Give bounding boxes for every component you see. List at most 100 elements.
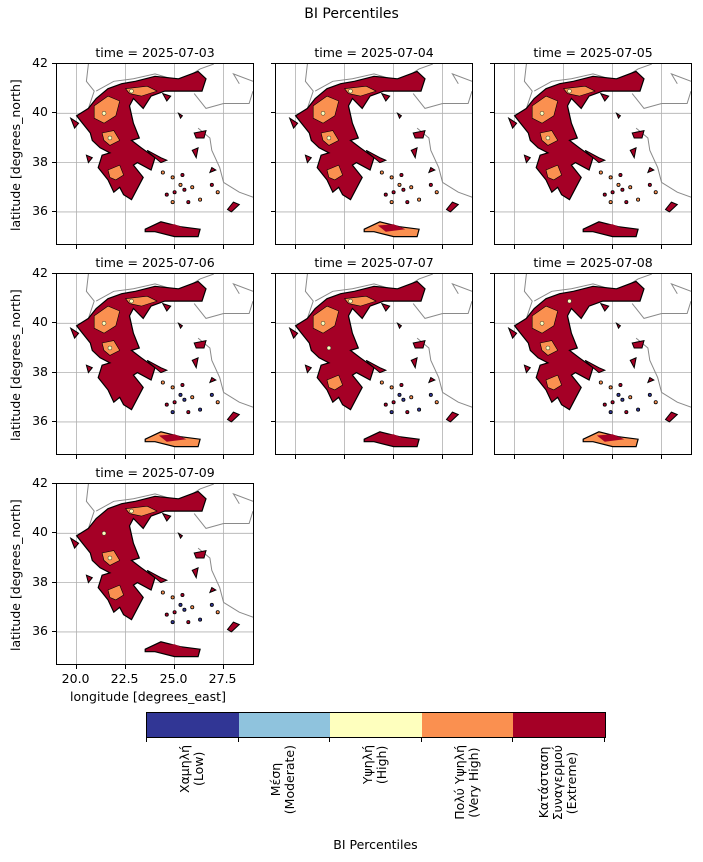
country-border [451,72,472,84]
region-island [615,112,622,120]
map-axes [275,63,473,245]
region-cyclades [172,610,177,615]
y-tick-mark [490,273,494,274]
y-axis-label: latitude [degrees_north] [8,289,23,441]
region-island [85,574,94,584]
map-svg [57,64,253,244]
y-tick-mark [52,371,56,373]
y-tick-label: 36 [32,412,48,428]
region-island [177,532,184,540]
x-tick-mark [222,455,224,459]
region-island [304,364,313,374]
region-island [599,92,610,102]
region-cyclades [389,385,394,390]
region-cyclades [215,400,220,405]
y-tick-mark [52,161,56,163]
map-axes [494,63,692,245]
region-very-high [531,305,559,334]
region-high [348,298,353,304]
region-island [584,359,607,374]
y-tick-label: 40 [32,104,48,120]
region-cyclades [164,192,169,197]
region-island [161,512,172,522]
region-island [288,326,299,340]
country-border [635,127,691,198]
y-tick-label: 36 [32,202,48,218]
region-island [396,322,403,330]
region-crete-extreme [596,224,625,232]
region-very-high [326,374,343,391]
region-cyclades [434,190,439,195]
country-border [631,300,691,319]
region-high [107,135,113,141]
region-cyclades [598,380,603,385]
region-high [320,321,326,326]
region-cyclades [170,200,175,205]
region-cyclades [160,170,165,175]
region-cyclades [417,407,422,412]
region-crete-extreme [158,434,187,442]
region-very-high [326,164,343,181]
region-cyclades [215,190,220,195]
x-tick-mark [660,455,662,459]
country-border [95,64,214,92]
region-island [664,201,679,213]
region-cyclades [186,620,191,625]
region-island [161,302,172,312]
country-border [451,282,472,294]
region-cyclades [172,400,177,405]
region-island [226,621,241,633]
y-tick-mark [52,532,56,534]
panel-title: time = 2025-07-03 [95,45,215,60]
y-tick-mark [271,210,275,212]
region-cyclades [186,200,191,205]
region-island [380,92,391,102]
region-island [191,566,199,580]
colorbar-class-label: Χαμηλή (Low) [176,745,206,793]
region-cyclades [190,395,195,400]
map-panel: time = 2025-07-08 [494,255,692,455]
map-panel: time = 2025-07-06 [56,255,254,455]
region-high [107,345,113,351]
map-svg [276,64,472,244]
region-cyclades [178,182,183,187]
region-cyclades [628,185,633,190]
region-island [396,112,403,120]
x-tick-mark [124,455,126,459]
x-tick-mark [124,665,126,669]
region-cyclades [636,407,641,412]
region-cyclades [389,200,394,205]
region-island [226,201,241,213]
country-border [412,90,472,109]
map-svg [495,64,691,244]
region-cyclades [401,397,406,402]
region-cyclades [636,197,641,202]
region-island [428,376,436,384]
region-island [523,154,532,164]
colorbar-class-label: Υψηλή (High) [360,745,389,785]
colorbar-segment [147,713,239,737]
x-tick-mark [441,245,443,249]
region-high [129,508,134,514]
country-border [193,510,253,529]
region-cyclades [405,200,410,205]
region-cyclades [401,187,406,192]
region-island [365,149,388,164]
region-cyclades [379,170,384,175]
region-very-high [531,95,559,124]
x-tick-mark [343,455,345,459]
country-border [193,300,253,319]
region-island [615,322,622,330]
region-high [539,321,545,326]
y-tick-mark [490,210,494,212]
region-crete-extreme [158,224,187,232]
map-svg [276,274,472,454]
y-tick-label: 42 [32,265,48,280]
panel-title: time = 2025-07-06 [95,255,215,270]
colorbar-class-label: Μέση (Moderate) [268,745,298,815]
region-cyclades [164,402,169,407]
map-axes [494,273,692,455]
colorbar-tick [237,737,239,742]
y-tick-mark [271,63,275,64]
y-tick-mark [52,210,56,212]
